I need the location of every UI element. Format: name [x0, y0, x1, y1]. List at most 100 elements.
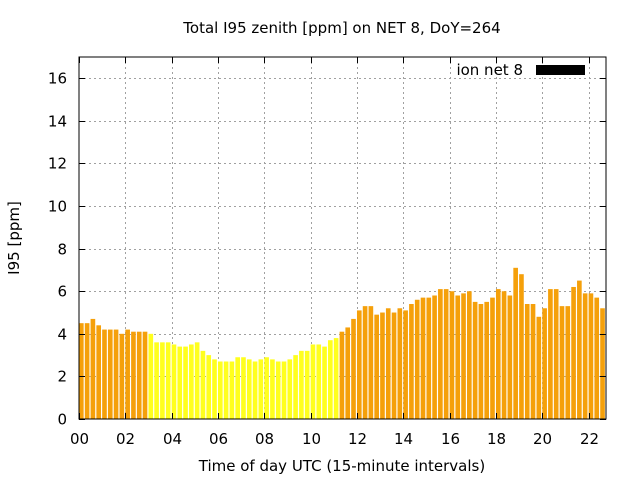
legend-swatch	[536, 65, 585, 75]
bar	[304, 350, 310, 419]
x-tick-label: 10	[302, 430, 321, 448]
bar	[461, 293, 466, 419]
bar	[600, 308, 605, 419]
bar	[490, 297, 495, 419]
axis-ticks	[79, 57, 606, 420]
x-tick-label: 20	[533, 430, 552, 448]
y-tick-label: 12	[48, 155, 67, 173]
bar	[536, 316, 542, 419]
bar	[310, 344, 316, 419]
y-tick-label: 0	[57, 411, 67, 429]
bar	[102, 329, 107, 419]
bar	[582, 293, 588, 419]
bar	[571, 286, 576, 419]
legend-label: ion net 8	[456, 61, 523, 79]
bar	[154, 342, 159, 419]
bar	[322, 346, 327, 419]
x-tick-label: 06	[209, 430, 228, 448]
bar	[559, 306, 565, 419]
bar	[142, 331, 148, 419]
x-tick-label: 04	[163, 430, 182, 448]
bar	[594, 297, 600, 419]
bar	[90, 318, 96, 419]
bar	[455, 295, 461, 419]
bar	[368, 306, 374, 419]
bar	[553, 289, 559, 419]
bar	[333, 338, 339, 419]
x-tick-label: 12	[348, 430, 367, 448]
y-tick-label: 4	[57, 326, 67, 344]
bar	[281, 361, 287, 419]
bar	[501, 291, 507, 419]
bar	[189, 344, 194, 419]
bar	[264, 357, 269, 419]
bar	[588, 293, 594, 419]
bar	[356, 310, 362, 419]
x-axis-label: Time of day UTC (15-minute intervals)	[198, 457, 485, 475]
x-tick-label: 14	[394, 430, 413, 448]
x-tick-label: 16	[441, 430, 460, 448]
y-tick-label: 10	[48, 198, 67, 216]
bar	[507, 295, 513, 419]
bar	[246, 359, 252, 419]
x-tick-labels: 00 02 04 06 08 10 12 14 16 18 20 22	[70, 430, 599, 448]
plot-frame	[78, 56, 607, 420]
y-tick-label: 16	[48, 70, 67, 88]
bar	[467, 291, 472, 419]
bar	[565, 306, 571, 419]
y-tick-label: 14	[48, 113, 67, 131]
bar	[374, 314, 379, 419]
y-tick-label: 2	[57, 368, 67, 386]
bar	[107, 329, 113, 419]
bar	[79, 323, 84, 419]
bar	[287, 359, 293, 419]
bar	[524, 304, 530, 419]
bar	[241, 357, 246, 419]
bar	[385, 308, 391, 419]
bar	[217, 361, 223, 419]
bar	[229, 361, 235, 419]
bar	[414, 299, 420, 419]
bar	[177, 346, 183, 419]
bar	[380, 312, 385, 419]
bar	[113, 329, 119, 419]
bar	[235, 357, 240, 419]
bar	[495, 289, 501, 419]
bar	[293, 355, 298, 419]
bar	[200, 350, 206, 419]
bar	[339, 331, 345, 419]
bar	[328, 340, 333, 419]
bar	[548, 289, 553, 419]
bar	[212, 359, 217, 419]
bar	[299, 350, 304, 419]
y-tick-labels: 0 2 4 6 8 10 12 14 16	[48, 70, 67, 429]
chart-title: Total I95 zenith [ppm] on NET 8, DoY=264	[182, 19, 500, 37]
bar	[136, 331, 142, 419]
bar	[443, 289, 449, 419]
x-tick-label: 08	[255, 430, 274, 448]
bar	[426, 297, 432, 419]
bar	[131, 331, 136, 419]
bar	[542, 308, 547, 419]
bar	[449, 291, 455, 419]
bar	[160, 342, 165, 419]
bar	[530, 304, 536, 419]
y-tick-label: 6	[57, 283, 67, 301]
bar	[351, 318, 356, 419]
legend: ion net 8	[456, 61, 585, 79]
bar	[125, 329, 130, 419]
bar	[345, 327, 351, 419]
y-axis-label: I95 [ppm]	[5, 201, 23, 275]
bar	[258, 359, 264, 419]
bar	[148, 333, 154, 419]
bar	[252, 361, 258, 419]
bar	[270, 359, 275, 419]
x-tick-label: 18	[487, 430, 506, 448]
bar	[513, 267, 518, 419]
bar	[223, 361, 229, 419]
bar	[171, 344, 177, 419]
bar	[420, 297, 426, 419]
y-tick-label: 8	[57, 241, 67, 259]
bar	[472, 301, 478, 419]
bar	[397, 308, 403, 419]
